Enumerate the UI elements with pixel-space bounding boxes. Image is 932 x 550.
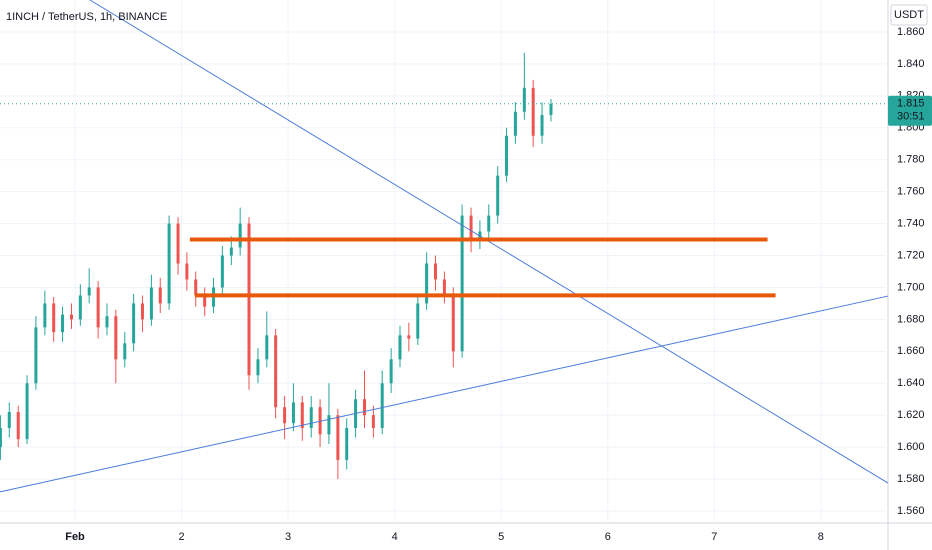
- candle-body: [327, 415, 331, 435]
- chart-title: 1INCH / TetherUS, 1h, BINANCE: [6, 11, 167, 23]
- candle-body: [283, 407, 287, 424]
- candle-body: [398, 335, 402, 360]
- candle-body: [238, 223, 242, 248]
- candle-body: [469, 215, 473, 240]
- candle-body: [176, 223, 180, 264]
- candle-body: [61, 314, 65, 333]
- candle-body: [496, 175, 500, 216]
- candle-body: [105, 316, 109, 328]
- y-tick-label: 1.700: [897, 281, 925, 293]
- y-tick-label: 1.620: [897, 409, 925, 421]
- candle-body: [487, 215, 491, 232]
- y-tick-label: 1.640: [897, 377, 925, 389]
- y-tick-label: 1.740: [897, 217, 925, 229]
- candle-body: [87, 287, 91, 296]
- y-tick-label: 1.860: [897, 26, 925, 38]
- candle-body: [52, 303, 56, 333]
- candle-body: [256, 359, 260, 376]
- candle-body: [451, 295, 455, 352]
- candle-body: [69, 314, 73, 320]
- candle-body: [274, 335, 278, 408]
- candle-body: [25, 383, 29, 440]
- x-tick-label: 4: [392, 531, 398, 543]
- candle-body: [149, 287, 153, 320]
- y-tick-label: 1.560: [897, 505, 925, 517]
- unit-box: [890, 4, 928, 26]
- candle-body: [416, 303, 420, 339]
- candle-body: [336, 415, 340, 460]
- candle-body: [220, 255, 224, 288]
- y-tick-label: 1.720: [897, 249, 925, 261]
- candle-body: [123, 343, 127, 360]
- candle-body: [167, 223, 171, 304]
- y-tick-label: 1.780: [897, 154, 925, 166]
- candle-body: [505, 135, 509, 176]
- plot-area: [0, 0, 889, 523]
- y-tick-label: 1.600: [897, 441, 925, 453]
- countdown-label: 30:51: [897, 111, 925, 123]
- candle-body: [522, 87, 526, 112]
- candle-body: [185, 263, 189, 280]
- candle-body: [158, 287, 162, 304]
- candle-body: [265, 335, 269, 360]
- x-tick-label: 7: [711, 531, 717, 543]
- candle-body: [345, 427, 349, 460]
- y-tick-label: 1.760: [897, 186, 925, 198]
- candle-body: [371, 415, 375, 428]
- candle-body: [549, 103, 553, 115]
- candle-body: [247, 223, 251, 376]
- candle-body: [380, 383, 384, 428]
- candle-body: [531, 87, 535, 136]
- candle-body: [16, 412, 20, 440]
- candle-body: [43, 303, 47, 328]
- y-tick-label: 1.840: [897, 58, 925, 70]
- candle-body: [513, 111, 517, 136]
- candle-body: [140, 303, 144, 320]
- candle-body: [389, 359, 393, 384]
- candle-body: [203, 295, 207, 307]
- candle-body: [442, 279, 446, 296]
- unit-label: USDT: [894, 9, 924, 21]
- candle-body: [363, 399, 367, 416]
- last-price-label: 1.815: [897, 98, 925, 110]
- candle-body: [540, 114, 544, 136]
- candle-body: [291, 402, 295, 424]
- candle-body: [114, 316, 118, 360]
- candle-body: [0, 427, 2, 448]
- candle-body: [425, 263, 429, 304]
- candle-body: [309, 407, 313, 428]
- y-tick-label: 1.660: [897, 345, 925, 357]
- x-tick-label: Feb: [65, 531, 85, 543]
- candle-body: [194, 279, 198, 296]
- x-tick-label: 8: [818, 531, 824, 543]
- candle-body: [96, 287, 100, 328]
- candle-body: [34, 327, 38, 384]
- x-tick-label: 5: [498, 531, 504, 543]
- candle-body: [132, 303, 136, 344]
- candle-body: [433, 263, 437, 280]
- x-tick-label: 6: [605, 531, 611, 543]
- candle-body: [7, 412, 11, 428]
- y-tick-label: 1.580: [897, 473, 925, 485]
- candle-body: [300, 402, 304, 428]
- x-tick-label: 3: [285, 531, 291, 543]
- x-tick-label: 2: [179, 531, 185, 543]
- candle-body: [407, 335, 411, 339]
- last-price-tag: [888, 95, 932, 126]
- candle-body: [78, 295, 82, 320]
- candle-body: [460, 215, 464, 352]
- y-tick-label: 1.680: [897, 313, 925, 325]
- candle-body: [229, 247, 233, 256]
- trend-line: [0, 295, 889, 493]
